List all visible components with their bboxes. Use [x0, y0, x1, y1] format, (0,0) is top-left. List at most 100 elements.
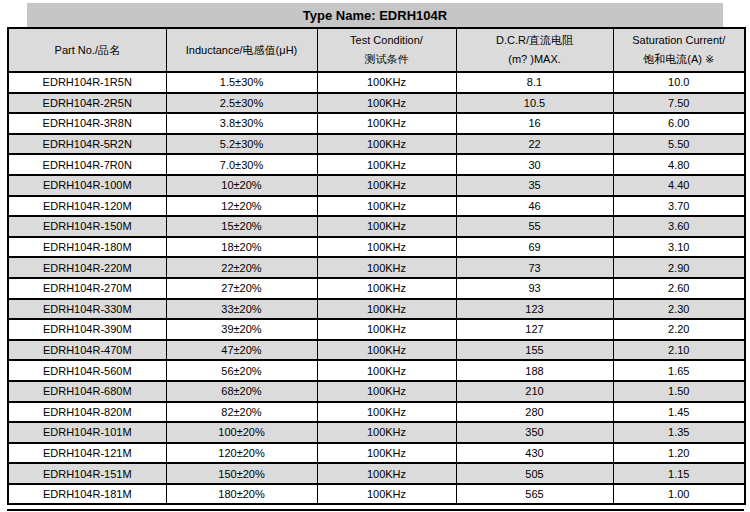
table-row: EDRH104R-3R8N3.8±30%100KHz166.00 [8, 113, 745, 134]
table-row: EDRH104R-7R0N7.0±30%100KHz304.80 [8, 154, 745, 175]
table-cell-part_no: EDRH104R-270M [8, 278, 166, 299]
table-cell-test_condition: 100KHz [317, 175, 456, 196]
table-cell-test_condition: 100KHz [317, 257, 456, 278]
table-cell-inductance: 68±20% [166, 381, 317, 402]
table-cell-inductance: 22±20% [166, 257, 317, 278]
table-row: EDRH104R-680M68±20%100KHz2101.50 [8, 381, 745, 402]
table-cell-saturation_current: 2.60 [613, 278, 745, 299]
col-header-label: D.C.R/直流电阻 [457, 31, 613, 50]
col-header-label: (m? )MAX. [457, 50, 613, 69]
table-cell-test_condition: 100KHz [317, 196, 456, 217]
table-cell-part_no: EDRH104R-470M [8, 340, 166, 361]
col-header-label: Part No./品名 [9, 41, 166, 60]
table-cell-part_no: EDRH104R-181M [8, 484, 166, 505]
table-cell-dcr: 55 [456, 216, 613, 237]
datasheet-page: Type Name: EDRH104R Part No./品名 Inductan… [0, 0, 750, 512]
cropped-next-row-border [7, 509, 744, 511]
col-header-label: Inductance/电感值(μH) [167, 41, 317, 60]
table-cell-dcr: 69 [456, 237, 613, 258]
table-cell-part_no: EDRH104R-2R5N [8, 93, 166, 114]
table-row: EDRH104R-150M15±20%100KHz553.60 [8, 216, 745, 237]
table-cell-dcr: 22 [456, 134, 613, 155]
table-cell-part_no: EDRH104R-151M [8, 463, 166, 484]
table-row: EDRH104R-151M150±20%100KHz5051.15 [8, 463, 745, 484]
table-cell-dcr: 30 [456, 154, 613, 175]
table-row: EDRH104R-121M120±20%100KHz4301.20 [8, 443, 745, 464]
table-cell-part_no: EDRH104R-390M [8, 319, 166, 340]
table-cell-inductance: 33±20% [166, 299, 317, 320]
table-cell-part_no: EDRH104R-100M [8, 175, 166, 196]
table-cell-test_condition: 100KHz [317, 299, 456, 320]
table-row: EDRH104R-180M18±20%100KHz693.10 [8, 237, 745, 258]
table-row: EDRH104R-101M100±20%100KHz3501.35 [8, 422, 745, 443]
table-cell-dcr: 188 [456, 360, 613, 381]
table-row: EDRH104R-390M39±20%100KHz1272.20 [8, 319, 745, 340]
table-cell-test_condition: 100KHz [317, 402, 456, 423]
table-cell-inductance: 150±20% [166, 463, 317, 484]
col-header-saturation-current: Saturation Current/ 饱和电流(A) ※ [613, 28, 745, 72]
table-cell-inductance: 47±20% [166, 340, 317, 361]
table-cell-part_no: EDRH104R-120M [8, 196, 166, 217]
table-row: EDRH104R-5R2N5.2±30%100KHz225.50 [8, 134, 745, 155]
table-cell-saturation_current: 3.60 [613, 216, 745, 237]
table-row: EDRH104R-100M10±20%100KHz354.40 [8, 175, 745, 196]
header-row: Part No./品名 Inductance/电感值(μH) Test Cond… [8, 28, 745, 72]
table-cell-test_condition: 100KHz [317, 113, 456, 134]
table-row: EDRH104R-560M56±20%100KHz1881.65 [8, 360, 745, 381]
table-cell-test_condition: 100KHz [317, 216, 456, 237]
table-cell-part_no: EDRH104R-101M [8, 422, 166, 443]
table-row: EDRH104R-1R5N1.5±30%100KHz8.110.0 [8, 72, 745, 93]
table-cell-saturation_current: 2.30 [613, 299, 745, 320]
table-cell-inductance: 2.5±30% [166, 93, 317, 114]
table-cell-inductance: 10±20% [166, 175, 317, 196]
table-cell-inductance: 56±20% [166, 360, 317, 381]
table-cell-test_condition: 100KHz [317, 360, 456, 381]
table-cell-part_no: EDRH104R-220M [8, 257, 166, 278]
table-cell-dcr: 10.5 [456, 93, 613, 114]
table-cell-part_no: EDRH104R-330M [8, 299, 166, 320]
table-cell-inductance: 7.0±30% [166, 154, 317, 175]
table-cell-dcr: 127 [456, 319, 613, 340]
col-header-dcr: D.C.R/直流电阻 (m? )MAX. [456, 28, 613, 72]
table-cell-part_no: EDRH104R-680M [8, 381, 166, 402]
table-cell-saturation_current: 1.20 [613, 443, 745, 464]
col-header-test-condition: Test Condition/ 测试条件 [317, 28, 456, 72]
table-cell-saturation_current: 2.90 [613, 257, 745, 278]
table-cell-saturation_current: 2.10 [613, 340, 745, 361]
table-cell-dcr: 8.1 [456, 72, 613, 93]
col-header-inductance: Inductance/电感值(μH) [166, 28, 317, 72]
table-cell-test_condition: 100KHz [317, 154, 456, 175]
col-header-label: Test Condition/ [318, 31, 456, 50]
table-cell-test_condition: 100KHz [317, 484, 456, 505]
col-header-label: 饱和电流(A) ※ [614, 50, 745, 69]
table-cell-saturation_current: 1.50 [613, 381, 745, 402]
table-cell-inductance: 82±20% [166, 402, 317, 423]
table-cell-saturation_current: 2.20 [613, 319, 745, 340]
table-cell-dcr: 16 [456, 113, 613, 134]
table-cell-saturation_current: 7.50 [613, 93, 745, 114]
table-cell-saturation_current: 6.00 [613, 113, 745, 134]
table-cell-inductance: 27±20% [166, 278, 317, 299]
table-cell-test_condition: 100KHz [317, 134, 456, 155]
table-cell-dcr: 430 [456, 443, 613, 464]
table-row: EDRH104R-2R5N2.5±30%100KHz10.57.50 [8, 93, 745, 114]
table-row: EDRH104R-120M12±20%100KHz463.70 [8, 196, 745, 217]
table-cell-dcr: 210 [456, 381, 613, 402]
spec-table: Part No./品名 Inductance/电感值(μH) Test Cond… [7, 27, 746, 505]
table-cell-saturation_current: 1.35 [613, 422, 745, 443]
table-cell-test_condition: 100KHz [317, 237, 456, 258]
table-cell-inductance: 3.8±30% [166, 113, 317, 134]
table-cell-test_condition: 100KHz [317, 340, 456, 361]
table-cell-saturation_current: 5.50 [613, 134, 745, 155]
table-cell-saturation_current: 3.10 [613, 237, 745, 258]
table-cell-dcr: 73 [456, 257, 613, 278]
table-row: EDRH104R-820M82±20%100KHz2801.45 [8, 402, 745, 423]
table-cell-dcr: 46 [456, 196, 613, 217]
table-cell-test_condition: 100KHz [317, 381, 456, 402]
table-cell-saturation_current: 1.45 [613, 402, 745, 423]
table-cell-saturation_current: 1.15 [613, 463, 745, 484]
table-title: Type Name: EDRH104R [27, 3, 723, 27]
table-cell-saturation_current: 3.70 [613, 196, 745, 217]
table-cell-inductance: 5.2±30% [166, 134, 317, 155]
table-cell-dcr: 35 [456, 175, 613, 196]
